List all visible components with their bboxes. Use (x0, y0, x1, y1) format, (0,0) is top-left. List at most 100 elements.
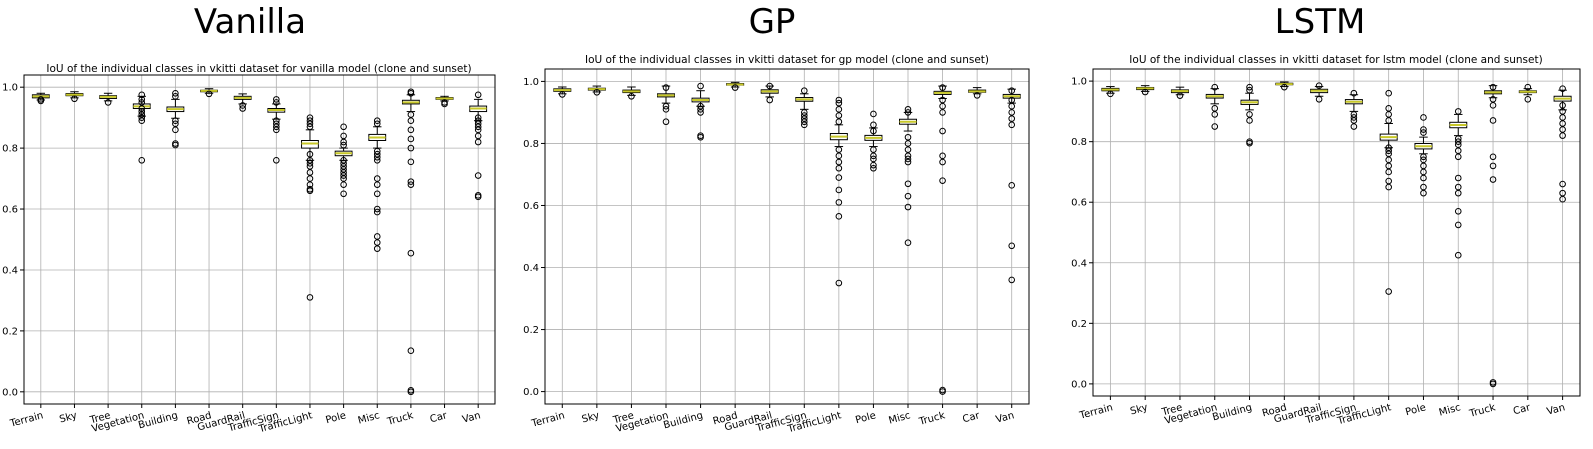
flier-point (239, 105, 246, 112)
flier-point (939, 96, 946, 104)
flier-point (1385, 288, 1392, 295)
flier-point (373, 175, 381, 182)
flier-point (1350, 89, 1358, 97)
flier-point (138, 91, 146, 99)
y-tick-label: 0.2 (523, 325, 539, 336)
x-tick-label: Car (961, 410, 981, 425)
flier-point (731, 84, 739, 91)
flier-point (373, 190, 381, 198)
y-tick-label: 0.0 (523, 387, 539, 398)
box-misc (1449, 108, 1468, 259)
flier-point (407, 135, 415, 143)
flier-point (373, 120, 381, 128)
box-plot-vanilla: IoU of the individual classes in vkitti … (2, 63, 496, 435)
x-tick-label: Van (1546, 402, 1567, 417)
flier-point (1420, 129, 1427, 136)
box-plot-gp: IoU of the individual classes in vkitti … (523, 54, 1030, 435)
box-trafficlight (1379, 89, 1398, 295)
chart-title: IoU of the individual classes in vkitti … (1129, 54, 1542, 66)
flier-point (558, 91, 566, 98)
panel-vanilla: Vanilla IoU of the individual classes in… (0, 0, 500, 449)
box-pole (864, 110, 883, 172)
box-car (1518, 83, 1537, 103)
flier-point (373, 147, 381, 155)
box-road (726, 81, 745, 91)
box-van (469, 91, 488, 201)
flier-point (1559, 85, 1566, 92)
box-building (1240, 83, 1259, 147)
flier-point (697, 102, 704, 110)
flier-point (37, 96, 45, 103)
flier-point (474, 114, 482, 121)
flier-point (835, 152, 843, 160)
flier-point (71, 95, 78, 103)
box-truck (933, 84, 952, 395)
flier-point (306, 185, 314, 193)
flier-point (835, 213, 843, 220)
flier-point (340, 123, 347, 131)
flier-point (273, 96, 280, 103)
flier-point (1008, 87, 1016, 95)
flier-point (1489, 379, 1497, 386)
flier-point (973, 92, 981, 99)
flier-point (800, 87, 808, 95)
flier-point (1211, 83, 1219, 91)
box-sky (1136, 85, 1155, 96)
flier-point (138, 108, 146, 115)
flier-point (904, 109, 912, 116)
x-tick-label: Sky (581, 410, 601, 425)
x-tick-label: Car (429, 410, 449, 425)
x-tick-label: Sky (1129, 402, 1149, 417)
flier-point (593, 88, 601, 96)
flier-point (835, 118, 843, 126)
flier-point (407, 178, 415, 185)
flier-point (1454, 183, 1462, 191)
flier-point (138, 99, 146, 106)
flier-point (1281, 83, 1288, 91)
flier-point (1454, 135, 1462, 142)
flier-point (697, 132, 704, 139)
flier-point (306, 150, 314, 158)
y-tick-label: 0.6 (1071, 198, 1087, 209)
flier-point (697, 109, 704, 116)
flier-point (835, 112, 843, 119)
box-building (166, 89, 185, 149)
flier-point (172, 140, 179, 147)
box-sky (587, 85, 606, 96)
flier-point (474, 117, 482, 124)
box-guardrail (760, 82, 779, 104)
y-tick-label: 0.4 (1071, 258, 1087, 269)
box-guardrail (1310, 82, 1329, 103)
flier-point (1385, 89, 1392, 97)
flier-point (1489, 162, 1497, 170)
flier-point (870, 146, 877, 153)
flier-point (1454, 251, 1462, 259)
flier-point (1489, 153, 1497, 161)
flier-point (697, 106, 704, 113)
flier-point (835, 186, 843, 194)
flier-point (904, 239, 912, 247)
plot-frame (544, 68, 1030, 405)
flier-point (1246, 111, 1253, 118)
flier-point (939, 152, 946, 160)
flier-point (239, 102, 246, 109)
box-van (1002, 87, 1021, 284)
x-tick-label: Building (662, 410, 704, 431)
flier-point (340, 160, 347, 167)
flier-point (939, 177, 946, 184)
flier-point (172, 120, 179, 128)
flier-point (1008, 102, 1016, 110)
flier-point (800, 121, 808, 129)
flier-point (340, 156, 347, 164)
x-tick-label: Terrain (530, 410, 567, 430)
box-road (200, 88, 218, 98)
flier-point (1559, 189, 1566, 197)
y-tick-label: 0.6 (523, 201, 539, 212)
flier-point (835, 96, 843, 104)
flier-point (1107, 90, 1114, 98)
box-truck (401, 88, 420, 396)
box-van (1553, 85, 1572, 203)
flier-point (835, 158, 843, 166)
x-tick-label: Terrain (8, 410, 45, 430)
flier-point (1350, 114, 1358, 121)
